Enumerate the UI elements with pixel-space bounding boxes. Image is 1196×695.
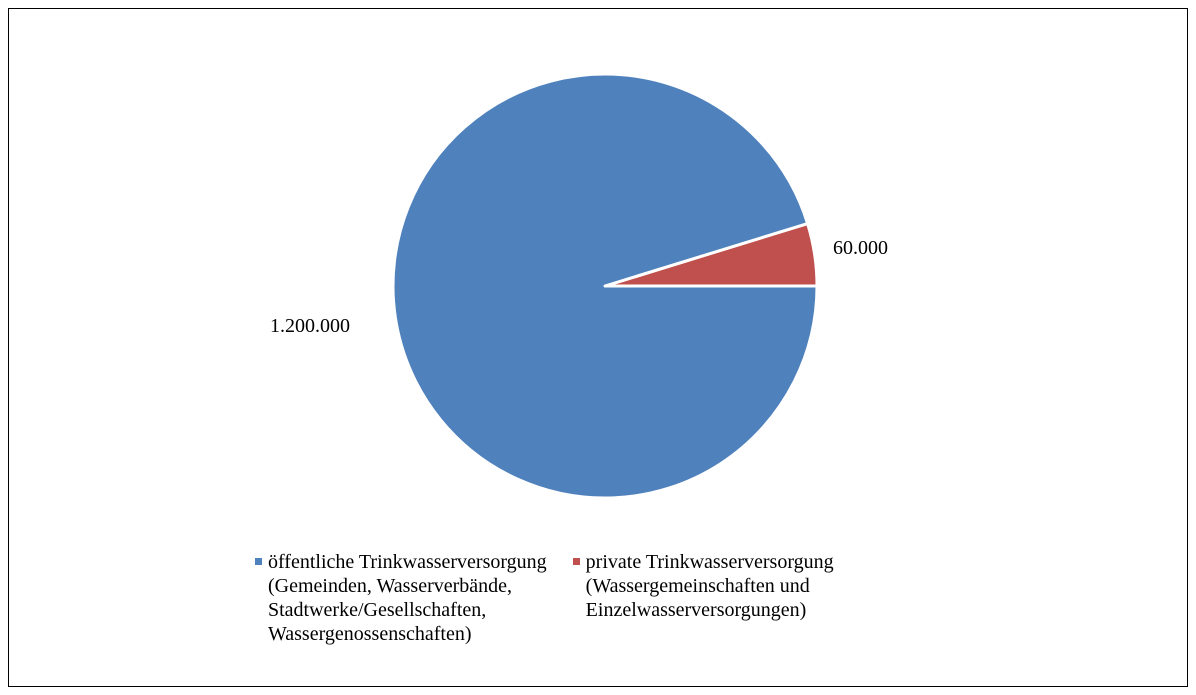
legend-swatch-private: [572, 558, 580, 565]
legend-swatch-public: [255, 558, 262, 565]
chart-frame: [8, 8, 1188, 687]
data-label-public: 1.200.000: [270, 315, 350, 337]
legend-item-private: private Trinkwasserversorgung (Wassergem…: [572, 550, 834, 646]
legend-item-public: öffentliche Trinkwasserversorgung (Gemei…: [255, 550, 547, 646]
pie-slice-public: [391, 72, 819, 500]
legend: öffentliche Trinkwasserversorgung (Gemei…: [255, 550, 834, 646]
legend-label-private: private Trinkwasserversorgung (Wassergem…: [585, 551, 834, 621]
data-label-private: 60.000: [833, 237, 888, 259]
legend-label-public: öffentliche Trinkwasserversorgung (Gemei…: [268, 551, 547, 645]
